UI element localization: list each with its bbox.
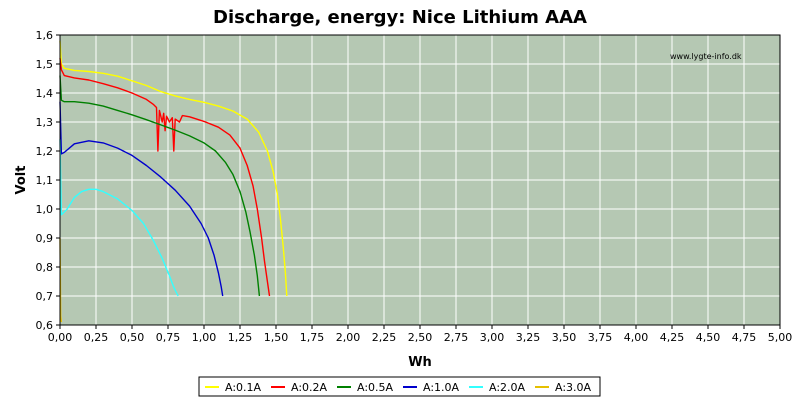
x-tick-label: 1,75: [300, 331, 325, 344]
x-axis-label: Wh: [408, 355, 432, 370]
y-tick-label: 1,2: [36, 145, 54, 158]
x-tick-label: 1,50: [264, 331, 289, 344]
x-tick-label: 4,75: [732, 331, 757, 344]
legend-label: A:0.2A: [291, 381, 328, 394]
y-tick-label: 1,6: [36, 29, 54, 42]
x-tick-label: 3,50: [552, 331, 577, 344]
x-tick-label: 3,75: [588, 331, 613, 344]
x-tick-label: 5,00: [768, 331, 793, 344]
x-tick-label: 3,25: [516, 331, 541, 344]
x-tick-label: 3,00: [480, 331, 505, 344]
x-tick-labels: 0,00 0,25 0,50 0,75 1,00 1,25 1,50 1,75 2,00 2,25…: [48, 325, 793, 344]
x-tick-label: 0,25: [84, 331, 109, 344]
y-tick-label: 0,9: [36, 232, 54, 245]
x-tick-label: 2,50: [408, 331, 433, 344]
y-tick-label: 1,1: [36, 174, 54, 187]
y-tick-label: 1,4: [36, 87, 54, 100]
legend-label: A:3.0A: [555, 381, 592, 394]
data-series: [59, 40, 288, 323]
chart-title: Discharge, energy: Nice Lithium AAA: [213, 7, 587, 28]
x-tick-label: 1,25: [228, 331, 253, 344]
y-tick-label: 0,8: [36, 261, 54, 274]
legend-box: [198, 376, 601, 397]
x-tick-label: 2,75: [444, 331, 469, 344]
x-tick-label: 0,75: [156, 331, 181, 344]
y-tick-label: 1,0: [36, 203, 54, 216]
legend-label: A:0.5A: [357, 381, 394, 394]
legend-label: A:2.0A: [489, 381, 526, 394]
x-tick-label: 0,00: [48, 331, 73, 344]
x-tick-label: 4,25: [660, 331, 685, 344]
y-tick-label: 1,3: [36, 116, 54, 129]
y-tick-label: 0,7: [36, 290, 54, 303]
legend-label: A:1.0A: [423, 381, 460, 394]
y-tick-label: 0,6: [36, 319, 54, 332]
x-tick-label: 2,00: [336, 331, 361, 344]
legend-entries: A:0.1A A:0.2A A:0.5A A:1.0A A:2.0A A:3.0A: [205, 381, 592, 394]
series-line-a-2-0a: [59, 139, 179, 297]
legend-label: A:0.1A: [225, 381, 262, 394]
series-line-a-0-2a: [59, 58, 271, 297]
x-tick-label: 4,00: [624, 331, 649, 344]
y-axis-label: Volt: [14, 166, 29, 195]
x-tick-label: 4,50: [696, 331, 721, 344]
x-tick-label: 2,25: [372, 331, 397, 344]
series-line-a-1-0a: [59, 101, 224, 297]
grid-lines: [59, 34, 781, 326]
y-tick-label: 1,5: [36, 58, 54, 71]
x-tick-label: 0,50: [120, 331, 145, 344]
watermark: www.lygte-info.dk: [670, 52, 742, 61]
series-line-a-0-1a: [59, 40, 288, 297]
x-tick-label: 1,00: [192, 331, 217, 344]
y-tick-labels: 0,6 0,7 0,8 0,9 1,0 1,1 1,2 1,3 1,4 1,5 1,6: [36, 29, 60, 332]
series-line-a-0-5a: [59, 75, 261, 297]
